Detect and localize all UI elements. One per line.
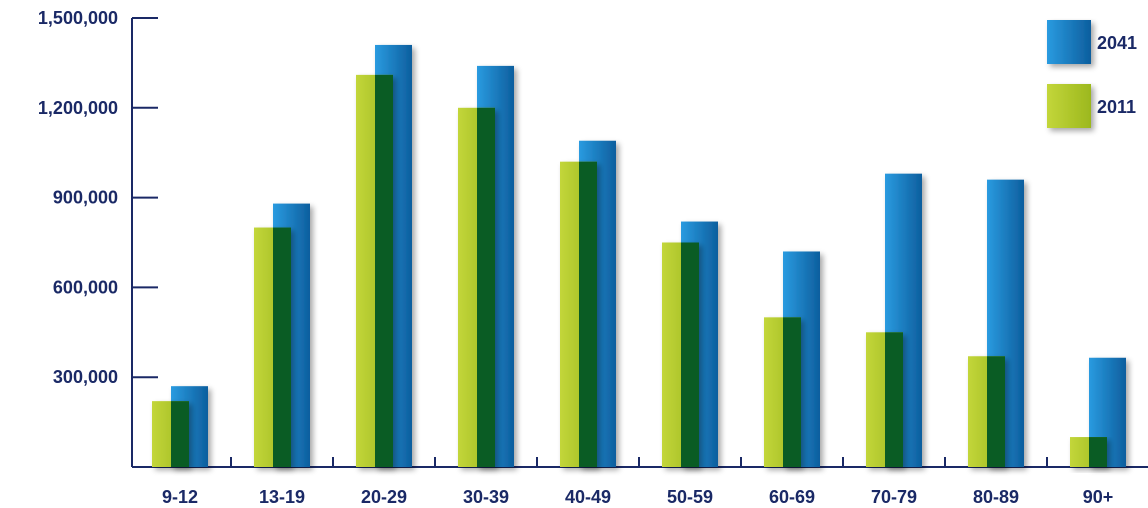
x-axis: 9-12 13-19 20-29 30-39 40-49 50-59 60-69 70-79 8… <box>132 457 1148 507</box>
x-tick-label: 9-12 <box>162 487 198 507</box>
bar-group-30-39 <box>458 65 514 468</box>
bar-overlap <box>987 356 1005 467</box>
bar-overlap <box>783 317 801 467</box>
legend-label-2011: 2011 <box>1097 97 1136 117</box>
legend-item-2011: 2011 <box>1047 84 1136 128</box>
legend-swatch-2011 <box>1047 84 1091 128</box>
bar-overlap <box>885 332 903 467</box>
bar-group-90+ <box>1070 357 1126 467</box>
x-tick-label: 80-89 <box>973 487 1019 507</box>
x-tick-label: 70-79 <box>871 487 917 507</box>
legend-swatch-2041 <box>1047 20 1091 64</box>
x-tick-label: 13-19 <box>259 487 305 507</box>
x-tick-label: 30-39 <box>463 487 509 507</box>
x-tick-label: 60-69 <box>769 487 815 507</box>
bar-group-9-12 <box>152 386 208 467</box>
legend-item-2041: 2041 <box>1047 20 1137 64</box>
bar-overlap <box>579 161 597 467</box>
x-tick-label: 20-29 <box>361 487 407 507</box>
y-axis: 300,000 600,000 900,000 1,200,000 1,500,000 <box>38 8 158 467</box>
y-tick-label: 900,000 <box>53 188 118 208</box>
y-tick-label: 1,200,000 <box>38 98 118 118</box>
bar-group-40-49 <box>560 140 616 467</box>
bar-group-20-29 <box>356 44 412 467</box>
bar-group-60-69 <box>764 251 820 467</box>
y-tick-label: 300,000 <box>53 367 118 387</box>
bar-group-70-79 <box>866 173 922 468</box>
legend: 2041 2011 <box>1047 20 1137 128</box>
bar-overlap <box>681 242 699 467</box>
bar-overlap <box>375 74 393 467</box>
x-tick-label: 50-59 <box>667 487 713 507</box>
bar-overlap <box>171 401 189 467</box>
legend-label-2041: 2041 <box>1097 33 1137 53</box>
y-tick-label: 600,000 <box>53 277 118 297</box>
bars <box>152 44 1126 468</box>
x-tick-label: 40-49 <box>565 487 611 507</box>
bar-overlap <box>273 227 291 467</box>
x-tick-label: 90+ <box>1083 487 1114 507</box>
bar-overlap <box>477 107 495 468</box>
bar-group-13-19 <box>254 203 310 467</box>
bar-overlap <box>1089 437 1107 467</box>
y-tick-label: 1,500,000 <box>38 8 118 28</box>
bar-group-50-59 <box>662 221 718 467</box>
bar-group-80-89 <box>968 179 1024 467</box>
